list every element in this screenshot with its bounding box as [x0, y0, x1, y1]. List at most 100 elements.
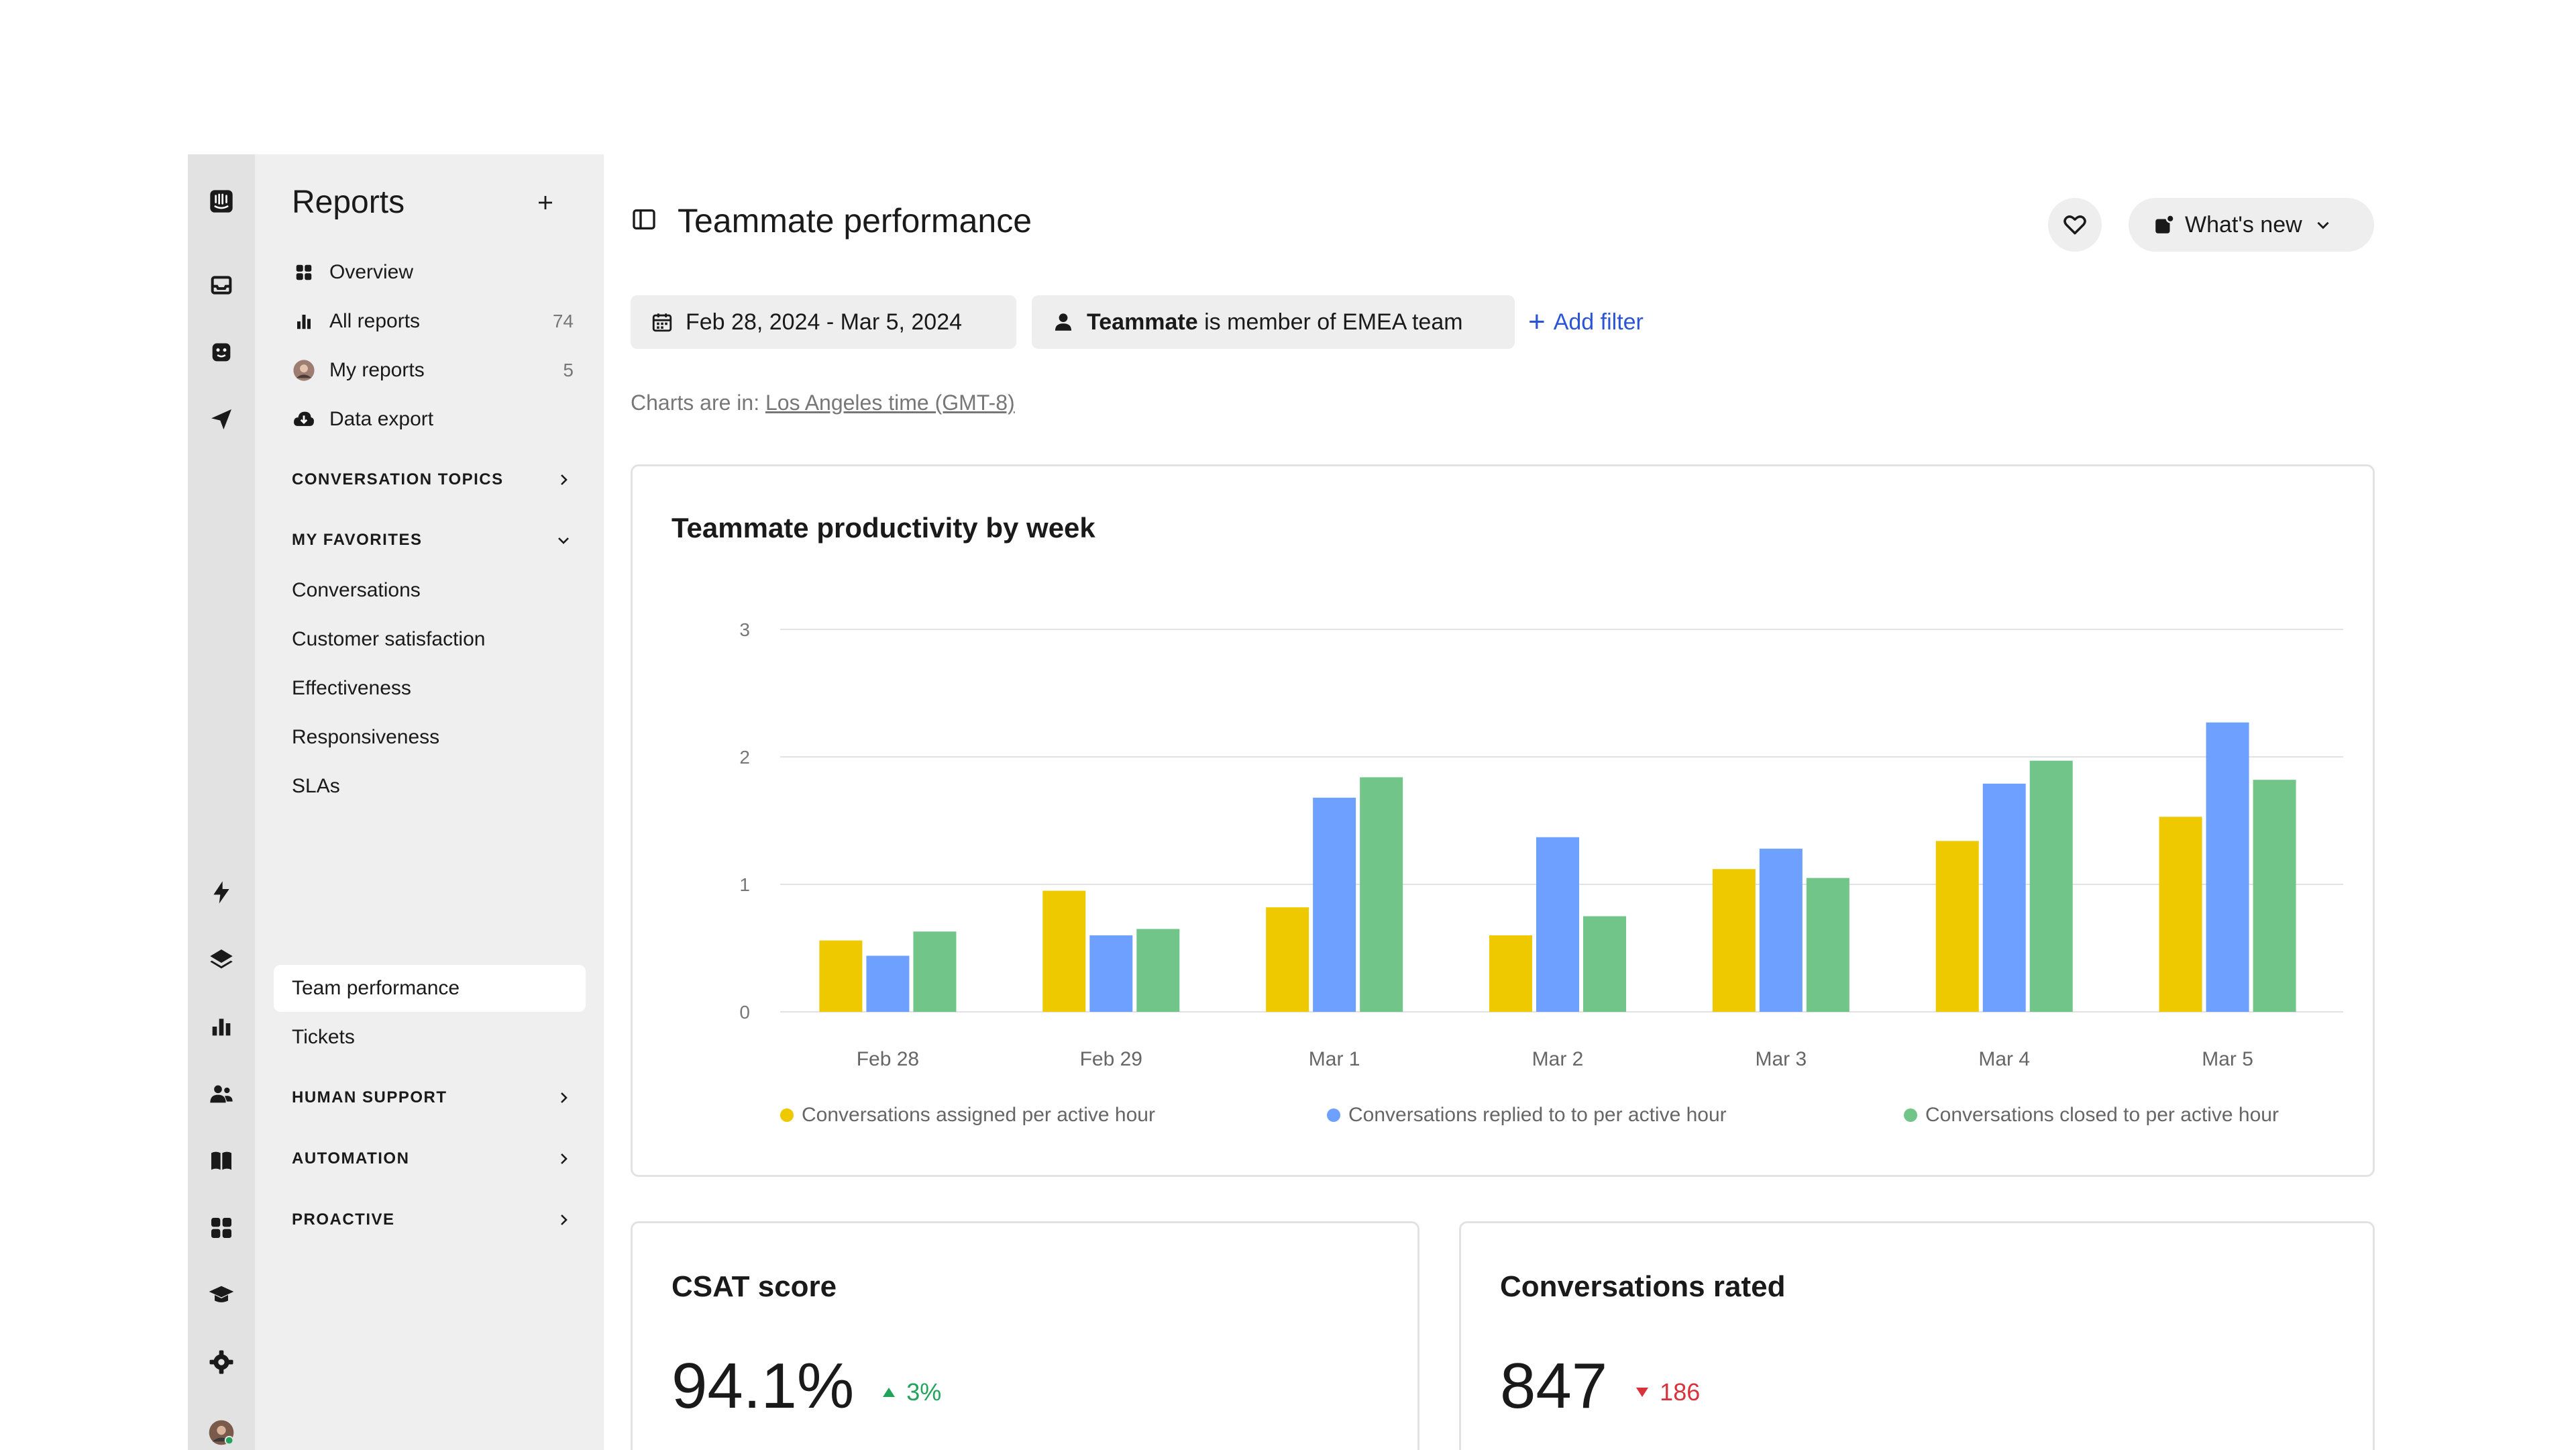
count-badge: 74 — [552, 311, 574, 331]
favorite-customer-satisfaction[interactable]: Customer satisfaction — [292, 628, 486, 650]
settings-gear-icon[interactable] — [205, 1345, 238, 1379]
add-report-button[interactable] — [527, 184, 564, 221]
section-automation[interactable]: AUTOMATION — [292, 1140, 574, 1178]
main-content: Teammate performance What's new Feb 28, … — [604, 154, 2576, 1450]
bar[interactable] — [1489, 935, 1532, 1012]
bar[interactable] — [1136, 929, 1180, 1013]
legend-item-assigned[interactable]: Conversations assigned per active hour — [780, 1104, 1155, 1127]
favorite-effectiveness[interactable]: Effectiveness — [292, 677, 411, 699]
x-tick-label: Feb 28 — [857, 1048, 919, 1070]
bar[interactable] — [2159, 817, 2202, 1012]
reports-sidebar: Reports Overview All reports 74 My repor… — [255, 154, 604, 1450]
page-header: Teammate performance — [631, 201, 1032, 240]
plus-icon: + — [1528, 305, 1546, 338]
intercom-logo-icon[interactable] — [205, 185, 238, 218]
bar[interactable] — [2253, 780, 2296, 1012]
bar[interactable] — [1982, 783, 2026, 1012]
contacts-icon[interactable] — [205, 1077, 238, 1110]
section-label: HUMAN SUPPORT — [292, 1088, 447, 1106]
triangle-down-icon — [1634, 1386, 1650, 1399]
productivity-chart-card: Teammate productivity by week 0 1 2 3 Feb 28… — [631, 464, 2375, 1177]
bar-chart-icon — [292, 309, 316, 333]
teammate-filter[interactable]: Teammate is member of EMEA team — [1032, 295, 1515, 349]
chevron-right-icon — [553, 1149, 574, 1169]
bar[interactable] — [1759, 848, 1803, 1012]
x-tick-label: Feb 29 — [1080, 1048, 1142, 1070]
bar[interactable] — [1266, 907, 1309, 1012]
x-tick-label: Mar 5 — [2202, 1048, 2253, 1070]
sidebar-item-label: Data export — [329, 408, 434, 430]
teammate-filter-condition: is member of EMEA team — [1197, 309, 1463, 335]
sidebar-item-data-export[interactable]: Data export — [292, 401, 574, 438]
favorite-slas[interactable]: SLAs — [292, 775, 340, 797]
bar[interactable] — [1536, 837, 1579, 1012]
y-tick-label: 1 — [739, 874, 750, 895]
bar[interactable] — [1089, 935, 1133, 1012]
timezone-note: Charts are in: Los Angeles time (GMT-8) — [631, 391, 1015, 415]
section-my-favorites[interactable]: MY FAVORITES — [292, 521, 574, 559]
sidebar-item-overview[interactable]: Overview — [292, 254, 574, 291]
sidebar-item-my-reports[interactable]: My reports 5 — [292, 352, 574, 389]
fin-bot-icon[interactable] — [205, 335, 238, 369]
lightning-icon[interactable] — [205, 876, 238, 909]
layers-icon[interactable] — [205, 943, 238, 976]
apps-grid-icon[interactable] — [205, 1211, 238, 1245]
sidebar-item-label: All reports — [329, 310, 421, 332]
timezone-link[interactable]: Los Angeles time (GMT-8) — [765, 391, 1015, 415]
favorite-conversations[interactable]: Conversations — [292, 579, 421, 601]
bar[interactable] — [2029, 760, 2073, 1012]
legend-swatch — [1904, 1108, 1917, 1122]
y-tick-label: 2 — [739, 747, 750, 768]
favorite-team-performance[interactable]: Team performance — [292, 977, 460, 999]
favorite-button[interactable] — [2048, 198, 2102, 252]
bar[interactable] — [2206, 722, 2249, 1012]
csat-score-card: CSAT score 94.1% 3% — [631, 1221, 1419, 1450]
legend-item-replied[interactable]: Conversations replied to to per active h… — [1327, 1104, 1727, 1127]
bar[interactable] — [1935, 841, 1979, 1012]
section-conversation-topics[interactable]: CONVERSATION TOPICS — [292, 461, 574, 499]
teammate-filter-field: Teammate — [1087, 309, 1198, 335]
chevron-down-icon — [553, 530, 574, 550]
add-filter-button[interactable]: + Add filter — [1528, 295, 1644, 349]
page-title: Teammate performance — [678, 202, 1032, 240]
favorite-tickets[interactable]: Tickets — [292, 1026, 355, 1048]
bar[interactable] — [866, 955, 910, 1012]
whats-new-label: What's new — [2185, 211, 2302, 238]
legend-item-closed[interactable]: Conversations closed to per active hour — [1904, 1104, 2279, 1127]
user-avatar-icon[interactable] — [205, 1416, 238, 1449]
legend-swatch — [780, 1108, 794, 1122]
knowledge-book-icon[interactable] — [205, 1144, 238, 1178]
whats-new-button[interactable]: What's new — [2129, 198, 2374, 252]
bar[interactable] — [1806, 878, 1849, 1013]
academy-cap-icon[interactable] — [205, 1278, 238, 1312]
sidebar-item-all-reports[interactable]: All reports 74 — [292, 303, 574, 340]
person-icon — [1052, 311, 1075, 333]
bar[interactable] — [819, 940, 863, 1012]
kpi-title: CSAT score — [672, 1270, 837, 1303]
bar[interactable] — [913, 931, 957, 1012]
sidebar-item-label: Overview — [329, 261, 414, 283]
send-icon[interactable] — [205, 403, 238, 436]
chevron-right-icon — [553, 470, 574, 490]
bar[interactable] — [1712, 869, 1756, 1012]
favorite-responsiveness[interactable]: Responsiveness — [292, 726, 440, 748]
date-range-filter[interactable]: Feb 28, 2024 - Mar 5, 2024 — [631, 295, 1016, 349]
chevron-right-icon — [553, 1210, 574, 1230]
toggle-sidebar-icon[interactable] — [631, 206, 657, 236]
section-proactive[interactable]: PROACTIVE — [292, 1201, 574, 1239]
legend-label: Conversations assigned per active hour — [802, 1104, 1155, 1126]
bar[interactable] — [1313, 797, 1356, 1012]
section-human-support[interactable]: HUMAN SUPPORT — [292, 1079, 574, 1117]
chart-title: Teammate productivity by week — [672, 512, 1095, 543]
legend-label: Conversations replied to to per active h… — [1348, 1104, 1727, 1126]
reports-icon[interactable] — [205, 1010, 238, 1043]
plus-icon — [539, 196, 552, 209]
conversations-rated-card: Conversations rated 847 186 — [1459, 1221, 2375, 1450]
rated-delta-value: 186 — [1660, 1378, 1701, 1406]
bar[interactable] — [1583, 916, 1626, 1013]
inbox-icon[interactable] — [205, 268, 238, 302]
bar[interactable] — [1360, 777, 1403, 1012]
rated-value: 847 — [1500, 1350, 1608, 1422]
bar[interactable] — [1042, 890, 1086, 1013]
kpi-title: Conversations rated — [1500, 1270, 1786, 1303]
